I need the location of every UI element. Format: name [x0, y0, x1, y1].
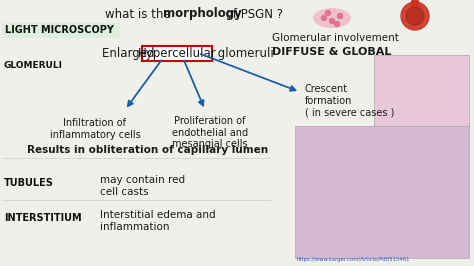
Text: Interstitial edema and
inflammation: Interstitial edema and inflammation — [100, 210, 216, 232]
FancyBboxPatch shape — [411, 0, 419, 7]
Text: glomeruli: glomeruli — [214, 47, 274, 60]
Text: what is the: what is the — [105, 7, 174, 20]
Text: morphology: morphology — [163, 7, 242, 20]
Text: of PSGN ?: of PSGN ? — [222, 7, 283, 20]
FancyBboxPatch shape — [142, 45, 212, 60]
Circle shape — [406, 7, 424, 25]
Text: INTERSTITIUM: INTERSTITIUM — [4, 213, 82, 223]
Circle shape — [337, 14, 343, 19]
Text: Hypercellular: Hypercellular — [137, 47, 216, 60]
FancyBboxPatch shape — [295, 126, 469, 258]
Text: Infiltration of
inflammatory cells: Infiltration of inflammatory cells — [50, 118, 140, 140]
Text: Glomerular involvement: Glomerular involvement — [272, 33, 399, 43]
Circle shape — [321, 15, 327, 20]
Text: Proliferation of
endothelial and
mesangial cells: Proliferation of endothelial and mesangi… — [172, 116, 248, 149]
Circle shape — [329, 19, 335, 23]
FancyBboxPatch shape — [2, 23, 120, 38]
Text: GLOMERULI: GLOMERULI — [4, 61, 63, 70]
Text: Results in obliteration of capillary lumen: Results in obliteration of capillary lum… — [27, 145, 269, 155]
Text: DIFFUSE & GLOBAL: DIFFUSE & GLOBAL — [272, 47, 392, 57]
FancyBboxPatch shape — [374, 55, 469, 130]
Text: TUBULES: TUBULES — [4, 178, 54, 188]
Text: Enlarged: Enlarged — [102, 47, 158, 60]
Ellipse shape — [313, 8, 351, 28]
Circle shape — [401, 2, 429, 30]
Text: may contain red
cell casts: may contain red cell casts — [100, 175, 185, 197]
Text: https://www.karger.com/Article/Pdf/515461: https://www.karger.com/Article/Pdf/51546… — [297, 257, 410, 262]
Text: LIGHT MICROSCOPY: LIGHT MICROSCOPY — [5, 25, 114, 35]
Circle shape — [326, 10, 330, 15]
Circle shape — [335, 22, 339, 27]
Text: Crescent
formation
( in severe cases ): Crescent formation ( in severe cases ) — [305, 84, 394, 117]
